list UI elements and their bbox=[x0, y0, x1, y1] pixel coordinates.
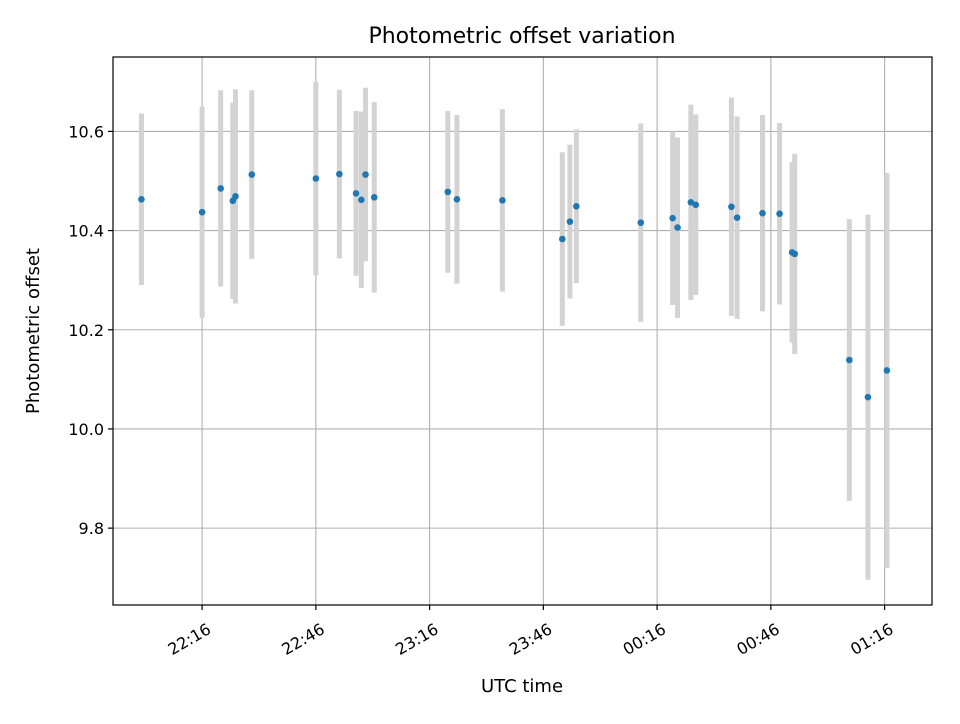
y-axis-ticks: 9.8 10.0 10.2 10.4 10.6 bbox=[68, 122, 113, 538]
data-point bbox=[687, 199, 695, 206]
data-points bbox=[138, 170, 891, 401]
data-point bbox=[352, 190, 360, 197]
data-point bbox=[358, 196, 365, 204]
data-point bbox=[232, 193, 239, 200]
data-point bbox=[674, 224, 681, 231]
data-point bbox=[669, 214, 676, 222]
data-point bbox=[336, 170, 343, 178]
data-point bbox=[759, 209, 766, 217]
y-axis-label: Photometric offset bbox=[23, 248, 44, 414]
data-point bbox=[370, 194, 378, 201]
y-tick-label: 10.0 bbox=[68, 420, 104, 439]
y-tick-label: 9.8 bbox=[79, 519, 104, 538]
data-point bbox=[864, 393, 872, 401]
data-point bbox=[791, 250, 799, 258]
x-axis-label: UTC time bbox=[481, 676, 563, 697]
data-point bbox=[776, 210, 783, 218]
data-point bbox=[559, 235, 566, 243]
data-point bbox=[138, 196, 145, 203]
y-tick-label: 10.2 bbox=[68, 321, 104, 340]
data-point bbox=[248, 171, 256, 178]
data-point bbox=[362, 171, 369, 178]
data-point bbox=[444, 188, 452, 196]
data-point bbox=[733, 214, 741, 221]
data-point bbox=[573, 202, 580, 210]
data-point bbox=[312, 175, 320, 182]
data-point bbox=[453, 196, 461, 203]
data-point bbox=[217, 185, 224, 192]
data-point bbox=[566, 218, 574, 225]
data-point bbox=[198, 208, 206, 216]
plot-frame bbox=[112, 56, 933, 606]
y-tick-label: 10.4 bbox=[68, 222, 104, 241]
chart-title: Photometric offset variation bbox=[368, 24, 675, 49]
data-point bbox=[728, 203, 735, 211]
data-point bbox=[846, 356, 853, 364]
y-tick-label: 10.6 bbox=[68, 122, 104, 141]
data-point bbox=[692, 201, 700, 209]
data-point bbox=[637, 219, 645, 226]
data-point bbox=[883, 367, 891, 374]
data-point bbox=[499, 197, 506, 204]
